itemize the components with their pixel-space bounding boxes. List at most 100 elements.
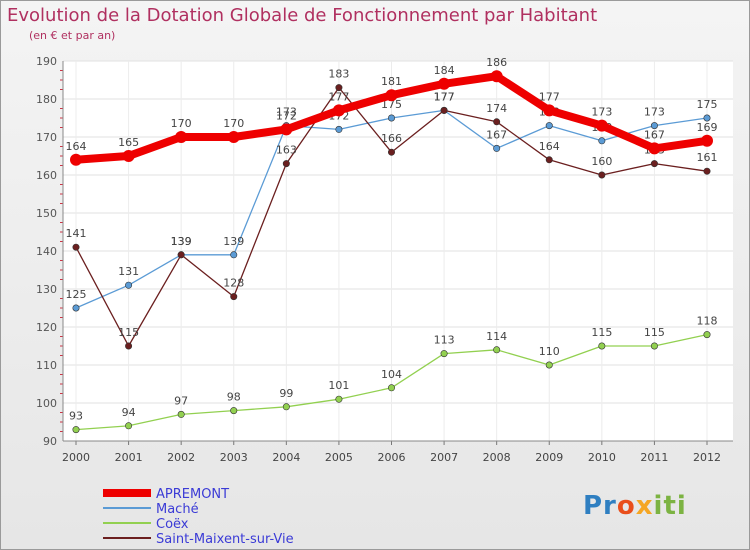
y-tick-label: 100 [36,397,57,410]
series-point-0 [332,104,345,117]
series-point-3 [387,148,395,156]
data-label-2: 94 [122,406,136,419]
series-point-3 [72,243,80,251]
series-point-3 [545,156,553,164]
series-point-2 [703,331,711,339]
series-point-2 [387,384,395,392]
series-point-0 [543,104,556,117]
series-point-2 [493,346,501,354]
series-point-3 [282,160,290,168]
series-point-0 [280,123,293,136]
legend-label: Saint-Maixent-sur-Vie [156,532,294,547]
proxiti-logo: Proxiti [583,491,687,521]
x-tick-label: 2002 [167,451,195,464]
series-point-2 [282,403,290,411]
chart-subtitle: (en € et par an) [29,29,116,42]
series-point-3 [125,342,133,350]
data-label-0: 181 [381,75,402,88]
data-label-0: 169 [697,121,718,134]
data-label-1: 167 [486,128,507,141]
series-point-0 [385,89,398,102]
series-point-3 [598,171,606,179]
data-label-0: 177 [539,90,560,103]
series-point-0 [227,131,240,143]
series-point-0 [70,153,82,166]
data-label-0: 177 [328,90,349,103]
legend-label: Maché [156,502,199,517]
data-label-3: 163 [276,144,297,157]
data-label-0: 164 [66,140,87,153]
series-point-0 [122,150,135,162]
series-point-2 [335,395,343,403]
data-label-2: 97 [174,394,188,407]
x-tick-label: 2010 [588,451,616,464]
data-label-1: 173 [276,106,297,119]
series-point-2 [177,410,185,418]
x-tick-label: 2000 [62,451,90,464]
series-point-0 [595,119,608,132]
data-label-3: 164 [539,140,560,153]
data-label-3: 141 [66,227,87,240]
chart-title: Evolution de la Dotation Globale de Fonc… [7,5,598,26]
data-label-2: 101 [328,379,349,392]
data-label-2: 104 [381,368,402,381]
series-point-1 [598,137,606,145]
data-label-0: 170 [171,117,192,130]
series-point-2 [650,342,658,350]
y-tick-label: 180 [36,93,57,106]
data-label-1: 177 [434,90,455,103]
x-tick-label: 2004 [272,451,300,464]
series-point-3 [650,160,658,168]
data-label-2: 93 [69,410,83,423]
series-point-3 [177,251,185,259]
data-label-0: 186 [486,56,507,69]
data-label-3: 161 [697,151,718,164]
series-point-1 [72,304,80,312]
data-label-2: 115 [591,326,612,339]
series-point-1 [387,114,395,122]
x-tick-label: 2001 [115,451,143,464]
data-label-2: 118 [697,315,718,328]
data-label-1: 173 [644,106,665,119]
series-point-3 [335,84,343,92]
data-label-3: 139 [171,235,192,248]
series-point-0 [648,142,661,155]
data-label-3: 115 [118,326,139,339]
series-point-2 [125,422,133,430]
data-label-3: 160 [591,155,612,168]
y-tick-label: 140 [36,245,57,258]
data-label-0: 165 [118,136,139,149]
series-point-0 [438,77,451,90]
series-point-1 [493,144,501,152]
x-tick-label: 2006 [378,451,406,464]
data-label-1: 125 [66,288,87,301]
data-label-1: 139 [171,235,192,248]
data-label-0: 173 [591,106,612,119]
series-point-3 [230,293,238,301]
data-label-0: 172 [276,109,297,122]
series-point-3 [703,167,711,175]
x-tick-label: 2003 [220,451,248,464]
series-point-1 [230,251,238,259]
series-point-1 [650,122,658,130]
series-point-2 [440,350,448,358]
data-label-2: 110 [539,345,560,358]
series-point-1 [125,281,133,289]
series-point-2 [72,426,80,434]
data-label-2: 99 [279,387,293,400]
x-tick-label: 2007 [430,451,458,464]
data-label-3: 166 [381,132,402,145]
data-label-2: 115 [644,326,665,339]
x-tick-label: 2012 [693,451,721,464]
data-label-3: 183 [328,68,349,81]
y-tick-label: 130 [36,283,57,296]
x-tick-label: 2005 [325,451,353,464]
data-label-3: 177 [434,90,455,103]
series-point-1 [335,125,343,133]
series-point-0 [175,131,188,143]
y-tick-label: 150 [36,207,57,220]
data-label-1: 175 [697,98,718,111]
data-label-2: 114 [486,330,507,343]
